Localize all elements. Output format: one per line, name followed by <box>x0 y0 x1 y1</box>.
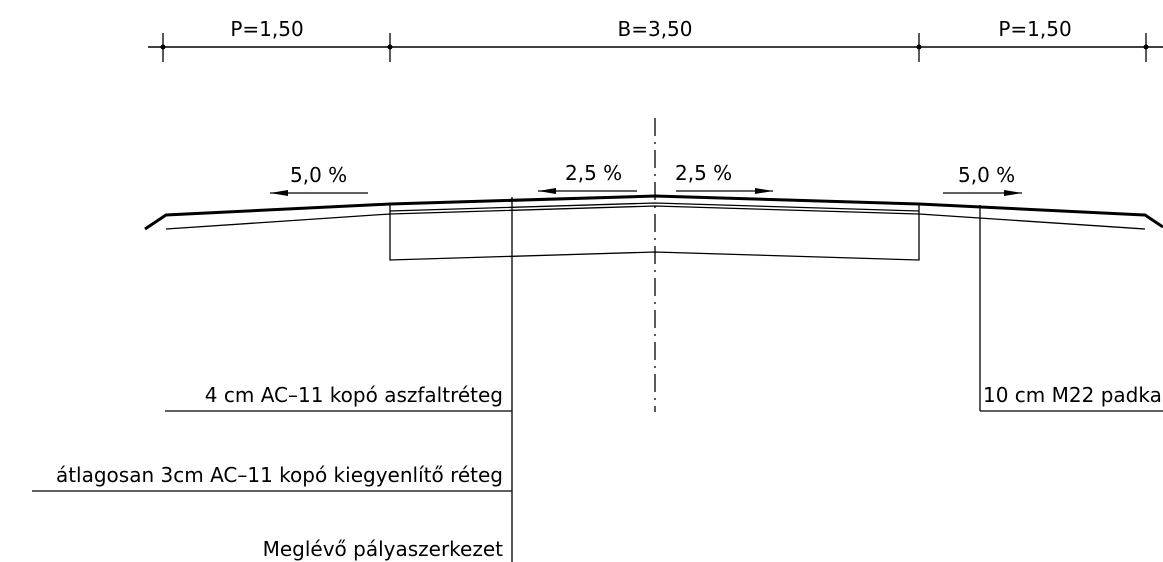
shoulder-material-label: 10 cm M22 padka <box>983 383 1162 407</box>
left-shoulder-slope: 5,0 % <box>290 163 347 187</box>
pavement-section <box>144 194 1163 261</box>
dimension-chain: P=1,50 B=3,50 P=1,50 <box>148 17 1163 62</box>
subgrade-line <box>165 205 1146 230</box>
surface-line <box>144 194 1163 231</box>
right-shoulder-dimension: P=1,50 <box>998 17 1071 41</box>
existing-structure-label: Meglévő pályaszerkezet <box>263 537 504 561</box>
right-lane-slope: 2,5 % <box>675 161 732 185</box>
left-shoulder-dimension: P=1,50 <box>230 17 303 41</box>
carriageway-dimension: B=3,50 <box>617 17 692 41</box>
callout-leaders <box>32 197 1163 562</box>
base-course-outline <box>389 211 920 261</box>
wearing-course-label: 4 cm AC–11 kopó aszfaltréteg <box>205 383 503 407</box>
leveling-course-label: átlagosan 3cm AC–11 kopó kiegyenlítő rét… <box>56 463 503 487</box>
slope-annotations: 5,0 % 2,5 % 2,5 % 5,0 % <box>270 161 1022 196</box>
right-shoulder-slope: 5,0 % <box>958 163 1015 187</box>
left-lane-slope: 2,5 % <box>565 161 622 185</box>
wearing-course-bottom <box>389 202 920 212</box>
